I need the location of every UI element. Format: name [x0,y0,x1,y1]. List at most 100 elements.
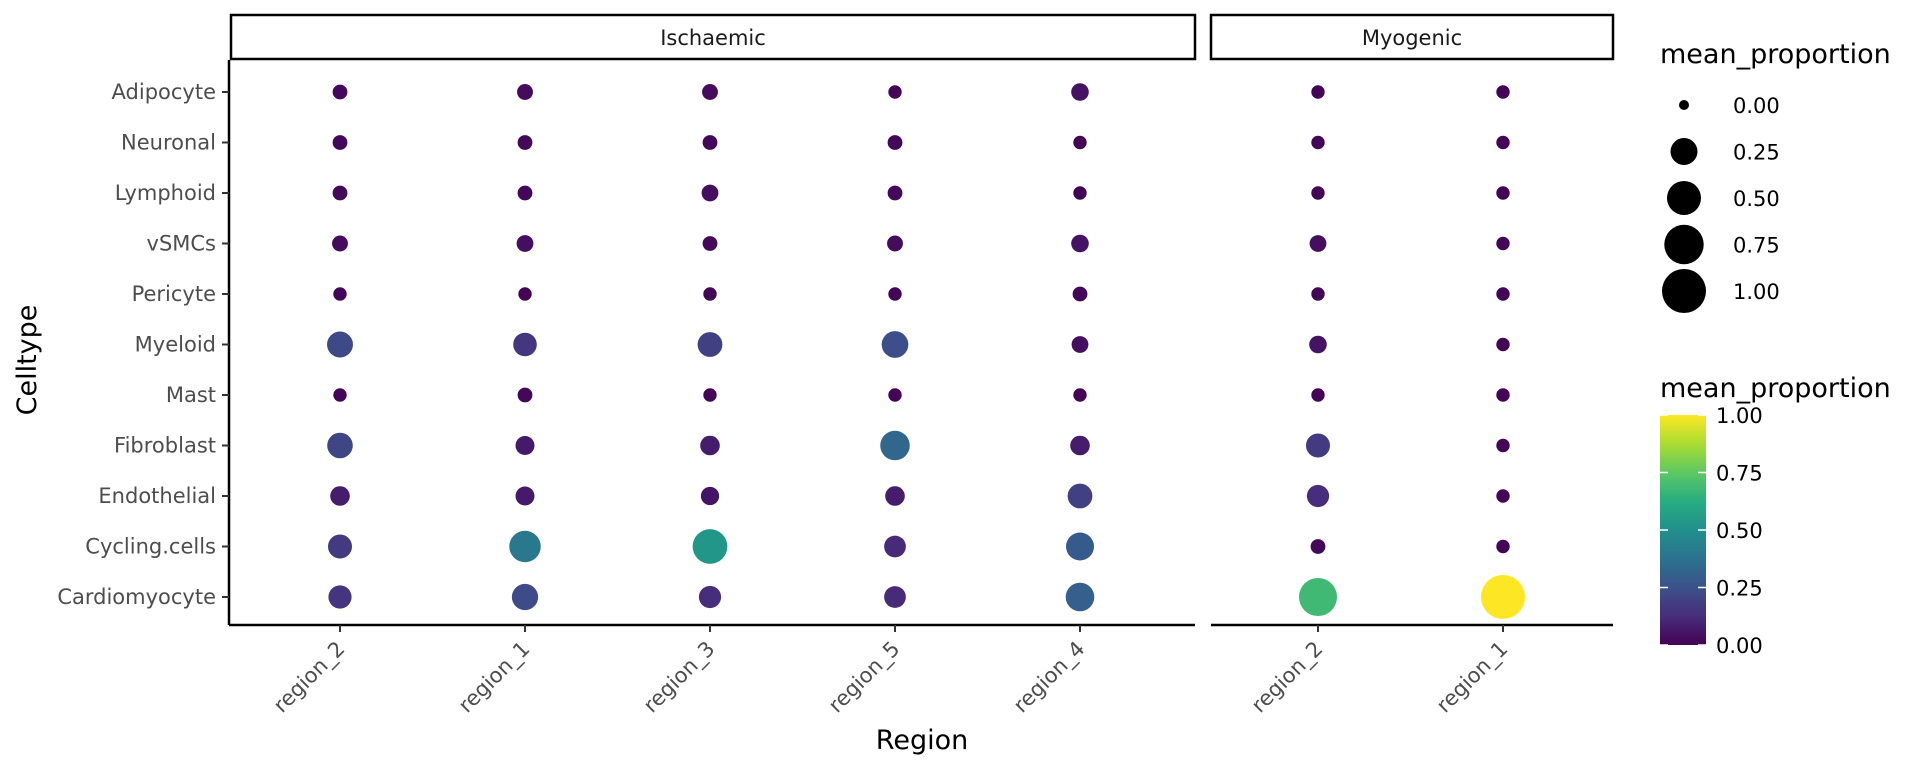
data-point [333,287,347,301]
data-point [1496,539,1510,554]
data-point [1496,287,1510,301]
data-point [333,388,347,402]
size-legend-dot [1679,100,1689,110]
size-legend-title: mean_proportion [1660,39,1891,70]
y-tick-label: Pericyte [132,282,216,306]
y-axis-ticks: Adipocyte Neuronal Lymphoid vSMCs Pericyte My… [57,80,229,609]
size-legend-dot [1664,224,1704,265]
data-point [887,135,903,150]
data-point [509,530,541,563]
x-tick-label: region_1 [1432,637,1514,719]
size-legend-label: 0.75 [1733,234,1780,258]
y-axis-title: Celltype [12,305,43,416]
size-legend-dot [1662,269,1706,313]
data-point [1305,433,1331,458]
data-point [517,84,533,100]
data-point [692,529,728,564]
x-tick-label: region_2 [269,637,351,719]
x-tick-label: region_5 [824,637,906,719]
data-point [1496,85,1510,99]
facet-label-myogenic: Myogenic [1362,26,1462,50]
data-point [517,135,533,150]
data-point [703,287,717,301]
data-point [517,185,533,201]
data-point [511,583,539,611]
data-point [884,535,906,558]
data-point [1496,438,1510,453]
data-point [1496,186,1510,200]
data-point [703,388,717,402]
data-point [332,185,348,201]
data-point [702,135,718,150]
data-point [702,84,718,100]
data-point [1311,85,1325,99]
x-axis-title: Region [876,725,968,756]
data-point [332,235,348,252]
color-legend: mean_proportion 1.00 0.75 0.50 0.25 0.00 [1660,373,1891,658]
data-point [332,84,348,100]
facet-strip-ischaemic: Ischaemic [229,13,1197,61]
data-point [1073,388,1087,402]
data-point [885,486,905,506]
data-point [518,287,532,301]
colorbar-label: 0.00 [1716,634,1763,658]
size-legend-label: 1.00 [1733,280,1780,304]
x-tick-label: region_3 [639,637,721,719]
data-point [1309,235,1327,252]
data-point [1073,186,1087,200]
data-point [1073,135,1087,150]
data-point [697,332,723,357]
y-tick-label: Cardiomyocyte [57,585,216,609]
data-point [327,432,353,459]
data-point [513,332,537,357]
data-point [515,486,535,506]
data-point [1496,236,1510,251]
y-tick-label: Endothelial [98,484,216,508]
data-point [1306,484,1330,508]
data-point [1481,575,1525,619]
size-legend-dot [1670,138,1698,165]
data-point [1309,335,1327,354]
data-point [698,585,722,609]
y-tick-label: Neuronal [121,131,216,155]
size-legend-label: 0.25 [1733,141,1780,165]
y-tick-label: Adipocyte [112,80,216,104]
y-tick-label: Mast [166,383,216,407]
y-tick-label: vSMCs [147,232,216,256]
y-tick-label: Lymphoid [115,181,216,205]
colorbar-label: 0.75 [1716,462,1763,486]
facet-label-ischaemic: Ischaemic [660,26,766,50]
data-point [700,435,720,456]
x-tick-label: region_1 [454,637,536,719]
data-point [884,586,906,608]
size-legend-label: 0.50 [1733,187,1780,211]
colorbar-label: 0.25 [1716,577,1763,601]
data-point [1071,83,1089,101]
data-point [1311,135,1325,150]
data-point [327,534,353,559]
data-point [330,486,350,506]
data-points [327,83,1525,619]
data-point [1310,539,1326,554]
size-legend: mean_proportion 0.00 0.25 0.50 0.75 1.00 [1660,39,1891,313]
data-point [888,388,902,402]
data-point [1311,287,1325,301]
data-point [1070,435,1090,456]
data-point [888,85,902,99]
data-point [1311,186,1325,200]
data-point [1496,489,1510,503]
data-point [1065,582,1095,612]
data-point [1072,286,1088,302]
data-point [1496,337,1510,352]
x-tick-label: region_2 [1247,637,1329,719]
colorbar-label: 1.00 [1716,404,1763,428]
data-point [1496,388,1510,402]
data-point [887,235,903,252]
data-point [1496,135,1510,150]
data-point [327,331,353,358]
data-point [880,430,910,461]
data-point [1066,532,1094,561]
data-point [887,185,903,201]
data-point [1311,388,1325,402]
